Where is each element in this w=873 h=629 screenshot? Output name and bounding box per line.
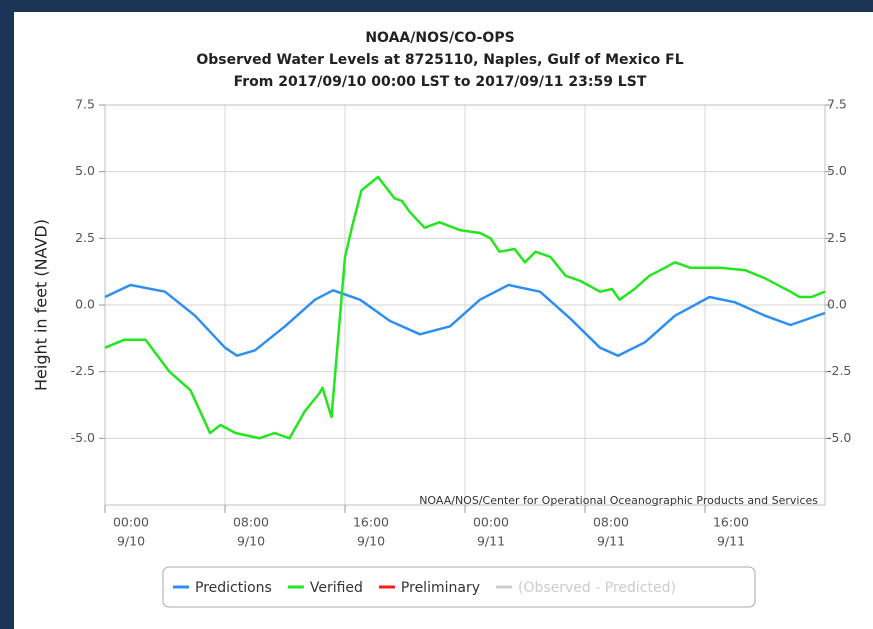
panel (14, 12, 873, 629)
chart-title: NOAA/NOS/CO-OPS (365, 30, 514, 46)
y2-tick-label: 7.5 (827, 97, 847, 112)
chart-subtitle: Observed Water Levels at 8725110, Naples… (196, 52, 683, 68)
x-tick-date: 9/10 (117, 534, 145, 549)
y2-tick-label: 5.0 (827, 163, 847, 178)
legend-label: (Observed - Predicted) (518, 580, 676, 596)
legend-label: Verified (310, 580, 363, 596)
series-line (104, 175, 826, 440)
y2-tick-label: -2.5 (827, 363, 851, 378)
x-tick-date: 9/11 (477, 534, 505, 549)
legend-box (162, 566, 756, 608)
y2-tick-label: 0.0 (827, 297, 847, 312)
y2-tick-label: -5.0 (827, 430, 851, 445)
x-tick-date: 9/11 (717, 534, 745, 549)
x-tick-label: 08:00 (233, 515, 269, 530)
legend-label: Preliminary (401, 580, 480, 596)
y-tick-label: -5.0 (71, 430, 95, 445)
y2-tick-label: 2.5 (827, 230, 847, 245)
credit: NOAA/NOS/Center for Operational Oceanogr… (419, 494, 818, 507)
y-tick-label: 0.0 (75, 297, 95, 312)
series-line (104, 283, 826, 357)
legend-label: Predictions (195, 580, 272, 596)
x-tick-label: 00:00 (113, 515, 149, 530)
y-tick-label: 5.0 (75, 163, 95, 178)
x-tick-label: 08:00 (593, 515, 629, 530)
y-axis-label: Height in feet (NAVD) (32, 219, 51, 391)
x-tick-label: 16:00 (353, 515, 389, 530)
x-tick-date: 9/11 (597, 534, 625, 549)
x-tick-date: 9/10 (357, 534, 385, 549)
y-tick-label: 7.5 (75, 97, 95, 112)
x-tick-date: 9/10 (237, 534, 265, 549)
x-tick-label: 16:00 (713, 515, 749, 530)
x-tick-label: 00:00 (473, 515, 509, 530)
y-tick-label: -2.5 (71, 363, 95, 378)
chart-subtitle: From 2017/09/10 00:00 LST to 2017/09/11 … (234, 74, 647, 90)
y-tick-label: 2.5 (75, 230, 95, 245)
